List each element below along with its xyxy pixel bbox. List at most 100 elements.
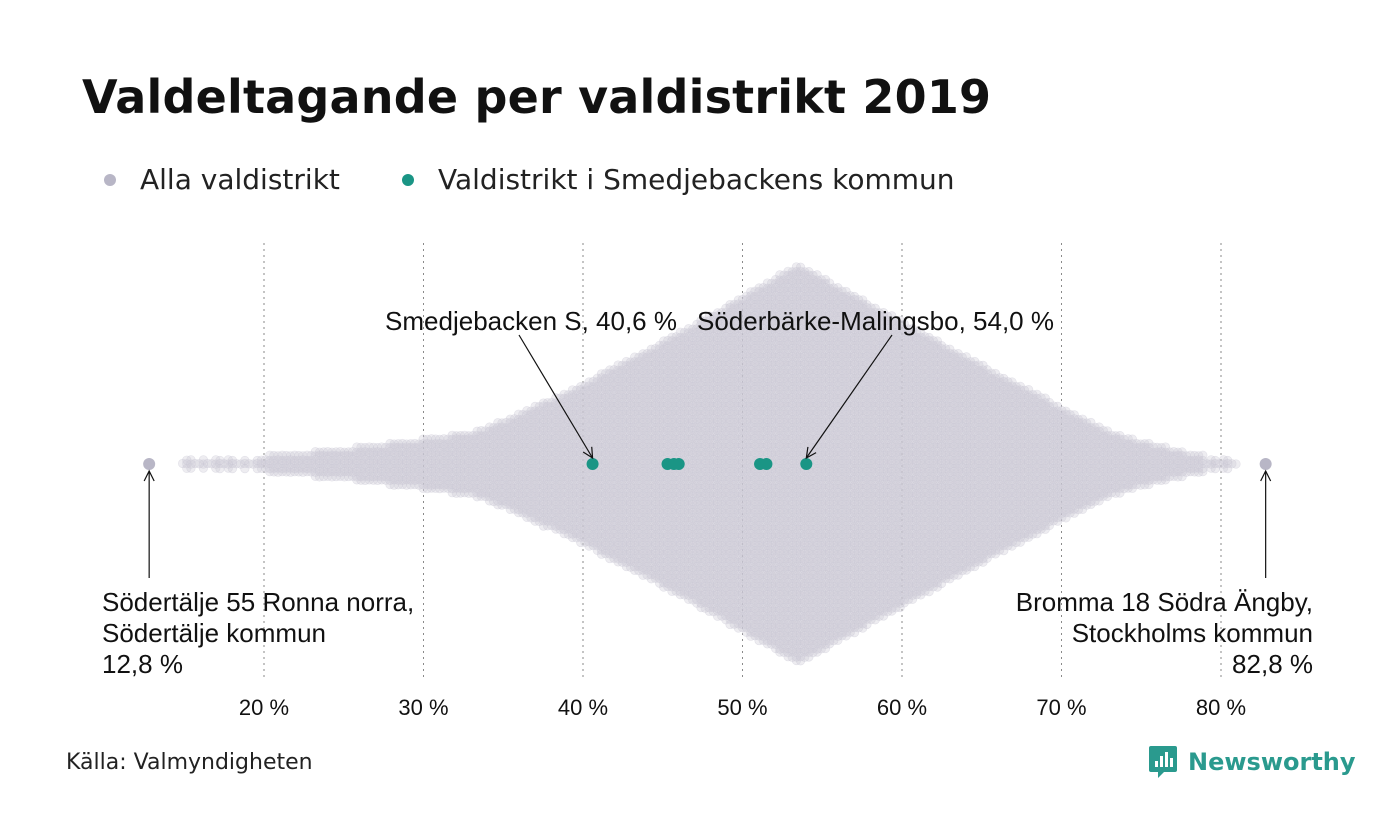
all-district-point xyxy=(273,463,283,473)
all-district-point xyxy=(198,455,208,465)
all-district-point xyxy=(360,443,370,453)
all-district-point xyxy=(343,471,354,482)
all-district-point xyxy=(277,450,287,460)
all-district-point xyxy=(364,467,374,477)
all-district-point xyxy=(335,451,345,461)
all-district-point xyxy=(352,458,362,469)
legend-item-all: Alla valdistrikt xyxy=(104,160,340,200)
all-district-point xyxy=(319,467,329,477)
all-district-point xyxy=(227,464,238,474)
all-district-point xyxy=(269,455,279,465)
all-district-point xyxy=(252,464,262,474)
all-district-point xyxy=(240,464,250,474)
all-district-point xyxy=(236,459,246,469)
all-district-point xyxy=(372,451,383,461)
all-district-point xyxy=(314,467,325,477)
all-district-point xyxy=(377,464,387,474)
all-district-point xyxy=(256,463,267,473)
all-district-point xyxy=(277,464,287,474)
all-district-point xyxy=(178,458,188,469)
all-district-point xyxy=(368,471,379,482)
all-district-point xyxy=(356,467,366,477)
all-district-point xyxy=(377,467,387,477)
all-district-point xyxy=(348,467,358,477)
all-district-point xyxy=(356,442,366,452)
all-district-point xyxy=(356,455,366,465)
legend-dot-icon xyxy=(402,174,414,186)
all-district-point xyxy=(377,450,387,460)
all-district-point xyxy=(368,459,379,469)
all-district-point xyxy=(368,447,379,457)
all-district-point xyxy=(302,450,312,460)
all-district-point xyxy=(265,458,275,469)
all-district-point xyxy=(372,455,383,465)
all-district-point xyxy=(211,455,221,465)
all-district-point xyxy=(360,475,370,486)
all-district-point xyxy=(372,459,383,469)
all-district-point xyxy=(339,467,349,477)
all-district-point xyxy=(360,471,370,481)
all-district-point xyxy=(302,464,312,474)
all-district-point xyxy=(356,475,366,485)
all-district-point xyxy=(368,467,379,477)
all-district-point xyxy=(182,463,192,473)
all-district-point xyxy=(360,447,370,457)
legend-item-smedjebacken: Valdistrikt i Smedjebackens kommun xyxy=(402,160,955,200)
all-district-point xyxy=(227,458,238,469)
all-district-point xyxy=(273,467,283,477)
all-district-point xyxy=(319,455,329,465)
all-district-point xyxy=(314,464,325,474)
all-district-point xyxy=(182,455,192,465)
all-district-point xyxy=(306,467,316,477)
legend-label-smedjebacken: Valdistrikt i Smedjebackens kommun xyxy=(438,163,955,196)
all-district-point xyxy=(372,443,383,453)
all-district-point xyxy=(215,458,225,469)
all-district-point xyxy=(290,467,300,477)
all-district-point xyxy=(294,455,304,465)
all-district-point xyxy=(372,463,383,473)
all-district-point xyxy=(290,464,300,474)
all-district-point xyxy=(331,447,341,457)
all-district-point xyxy=(368,450,379,461)
all-district-point xyxy=(285,455,296,465)
all-district-point xyxy=(294,450,304,461)
all-district-point xyxy=(215,455,225,466)
all-district-point xyxy=(335,447,345,457)
all-district-point xyxy=(343,447,354,457)
all-district-point xyxy=(223,459,233,469)
all-district-point xyxy=(364,450,374,460)
all-district-point xyxy=(285,459,296,469)
all-district-point xyxy=(248,459,258,469)
all-district-point xyxy=(314,447,325,457)
all-district-point xyxy=(294,463,304,473)
all-district-point xyxy=(335,467,345,477)
all-district-point xyxy=(256,455,267,465)
all-district-point xyxy=(298,459,308,469)
all-district-point xyxy=(219,459,229,469)
all-district-point xyxy=(331,455,341,465)
all-district-point xyxy=(360,459,370,469)
all-district-point xyxy=(273,451,283,461)
all-district-point xyxy=(198,463,208,473)
all-district-point xyxy=(343,455,354,465)
all-district-point xyxy=(339,450,349,460)
all-district-point xyxy=(356,459,366,469)
chart-title: Valdeltagande per valdistrikt 2019 xyxy=(82,70,992,124)
all-district-point xyxy=(302,458,312,469)
all-district-point xyxy=(319,459,329,469)
all-district-point xyxy=(211,463,221,473)
all-district-point xyxy=(339,447,349,457)
all-district-point xyxy=(186,455,196,465)
all-district-point xyxy=(260,455,271,465)
all-district-point xyxy=(211,459,221,469)
all-district-point xyxy=(352,467,362,477)
all-district-point xyxy=(285,451,296,461)
all-district-point xyxy=(327,447,337,457)
all-district-point xyxy=(364,442,374,452)
all-district-point xyxy=(298,455,308,465)
all-district-point xyxy=(281,450,291,461)
all-district-point xyxy=(331,463,341,473)
all-district-point xyxy=(360,455,370,465)
all-district-point xyxy=(372,475,383,486)
all-district-point xyxy=(327,458,337,469)
